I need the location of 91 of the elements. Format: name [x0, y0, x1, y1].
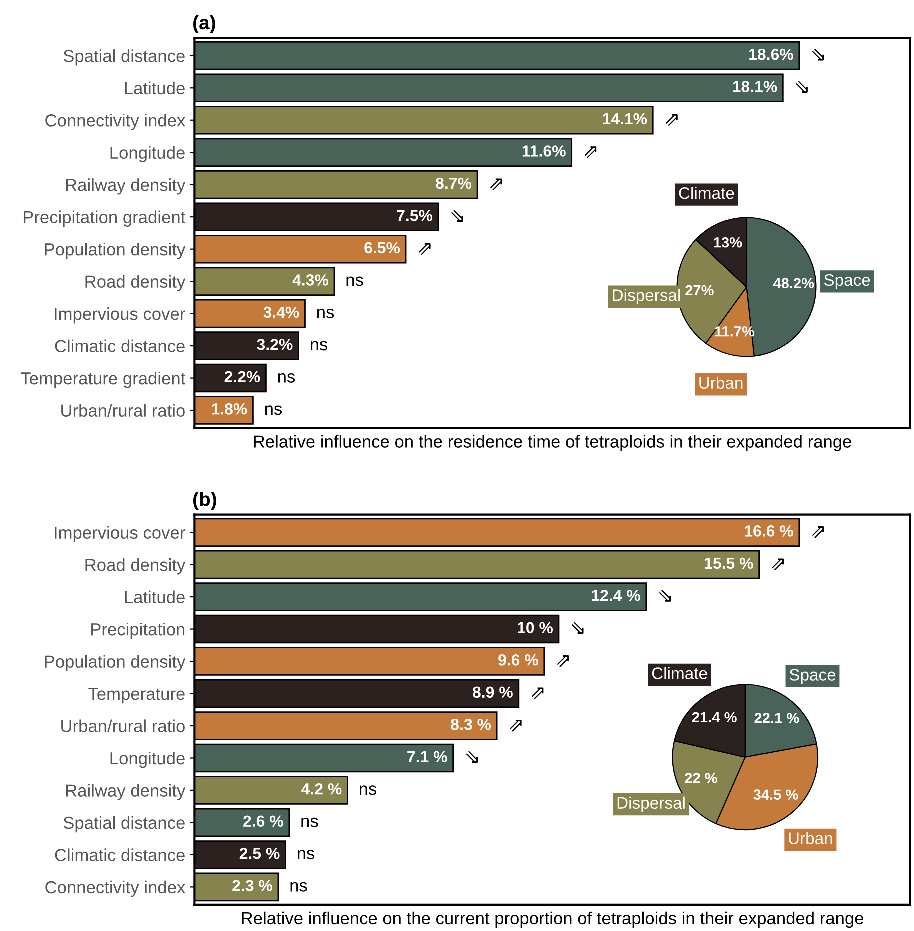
data-label: 2.6 %: [244, 816, 284, 828]
annotation: ns: [310, 341, 328, 351]
annotation: ns: [290, 882, 308, 892]
annotation: ⇗: [557, 655, 570, 668]
slice-label: Urban: [789, 832, 832, 844]
slice-label: Climate: [679, 187, 734, 200]
annotation: ns: [360, 786, 377, 796]
slice-label: Dispersal: [618, 796, 685, 812]
x-axis-title: Relative influence on the current proportion of tetraploids in their expanded range: [242, 912, 864, 928]
annotation: ⇗: [584, 146, 597, 158]
y-tick-label: Precipitation gradient: [24, 210, 186, 227]
data-label: 2.3 %: [232, 880, 272, 892]
y-tick-label: Population density: [45, 655, 186, 672]
data-label: 9.6 %: [498, 654, 538, 666]
data-label: 22.1 %: [754, 713, 800, 724]
annotation: ⇗: [666, 114, 678, 126]
y-tick-label: Urban/rural ratio: [62, 720, 185, 732]
data-label: 22 %: [685, 773, 718, 784]
data-label: 2.5 %: [240, 848, 280, 860]
data-label: 4.3%: [292, 274, 329, 286]
y-tick-label: Railway density: [66, 178, 186, 195]
data-label: 10 %: [518, 622, 554, 634]
slice-label: Space: [824, 274, 870, 290]
y-tick-label: Urban/rural ratio: [62, 404, 185, 417]
data-label: 18.1%: [733, 81, 778, 92]
data-label: 7.1 %: [408, 751, 448, 762]
y-tick-label: Spatial distance: [64, 50, 185, 66]
y-tick-label: Population density: [45, 243, 186, 260]
data-label: 21.4 %: [692, 712, 737, 723]
y-tick-label: Spatial distance: [64, 816, 185, 833]
annotation: ⇗: [532, 688, 544, 700]
y-tick-label: Temperature: [88, 688, 185, 704]
data-label: 7.5%: [397, 210, 433, 222]
y-tick-label: Impervious cover: [55, 308, 186, 324]
slice-label: Dispersal: [613, 289, 680, 305]
annotation: ns: [278, 373, 296, 383]
slice-label: Urban: [700, 376, 743, 390]
chart-title: (b): [194, 492, 216, 510]
y-tick-label: Latitude: [125, 590, 185, 604]
annotation: ⇗: [418, 243, 431, 256]
data-label: 12.4 %: [592, 590, 640, 602]
data-label: 15.5 %: [705, 558, 754, 570]
annotation: ns: [265, 406, 282, 416]
data-label: 2.2%: [224, 371, 260, 383]
y-tick-label: Precipitation: [92, 623, 185, 640]
data-label: 34.5 %: [754, 790, 798, 800]
data-label: 18.6%: [750, 48, 794, 60]
annotation: ⇗: [772, 558, 784, 571]
annotation: ⇗: [812, 526, 824, 538]
y-tick-label: Latitude: [125, 82, 185, 95]
slice-label: Climate: [652, 667, 708, 680]
annotation: ⇘: [466, 751, 478, 764]
annotation: ns: [346, 276, 364, 286]
annotation: ns: [302, 818, 318, 828]
slice-label: Space: [790, 669, 836, 684]
data-label: 11.6%: [522, 146, 566, 157]
annotation: ⇘: [572, 622, 584, 634]
annotation: ⇘: [659, 590, 672, 602]
y-tick-label: Road density: [86, 558, 186, 575]
annotation: ⇘: [451, 210, 464, 222]
data-label: 4.2 %: [302, 783, 342, 795]
data-label: 8.9 %: [473, 686, 513, 698]
y-tick-label: Longitude: [110, 146, 185, 163]
y-tick-label: Railway density: [66, 784, 186, 800]
y-tick-label: Road density: [86, 275, 186, 292]
y-tick-label: Temperature gradient: [21, 372, 186, 388]
data-label: 1.8%: [212, 404, 248, 415]
y-tick-label: Connectivity index: [46, 880, 186, 898]
annotation: ns: [317, 308, 334, 318]
y-tick-label: Longitude: [110, 752, 185, 768]
data-label: 3.4%: [264, 306, 300, 318]
y-tick-label: Connectivity index: [46, 114, 186, 130]
annotation: ⇗: [490, 178, 502, 191]
data-label: 14.1%: [603, 113, 648, 125]
y-tick-label: Impervious cover: [55, 526, 186, 542]
annotation: ⇘: [796, 81, 808, 94]
data-label: 48.2%: [773, 278, 814, 289]
data-label: 13%: [714, 237, 742, 248]
annotation: ⇗: [510, 720, 522, 732]
data-label: 27%: [686, 285, 714, 296]
data-label: 8.3 %: [451, 718, 492, 730]
annotation: ⇘: [812, 48, 824, 61]
data-label: 16.6 %: [745, 526, 794, 537]
chart-title: (a): [194, 15, 216, 34]
y-tick-label: Climatic distance: [55, 848, 185, 862]
y-tick-label: Climatic distance: [55, 340, 185, 353]
data-label: 3.2%: [257, 339, 293, 350]
data-label: 6.5%: [364, 242, 400, 254]
x-axis-title: Relative influence on the residence time of tetraploids in their expanded range: [254, 435, 852, 452]
annotation: ns: [298, 850, 315, 860]
data-label: 8.7%: [436, 178, 472, 190]
